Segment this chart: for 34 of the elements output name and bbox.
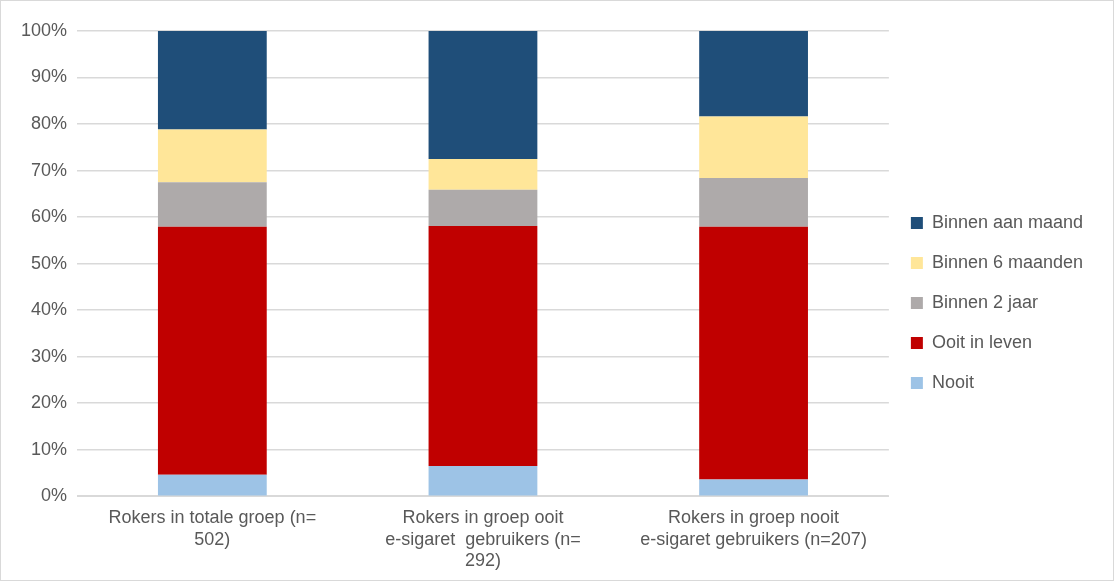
y-tick-label: 100%	[20, 19, 68, 40]
bar	[699, 116, 808, 178]
bar	[428, 158, 538, 190]
y-tick-label: 80%	[31, 113, 68, 134]
legend-label: Nooit	[931, 371, 974, 392]
x-tick-label: Rokers in groep nooit e-sigaret gebruikers (n=207)	[640, 506, 867, 549]
bar	[157, 129, 267, 183]
bar	[428, 225, 538, 466]
y-tick-label: 40%	[31, 299, 68, 320]
legend-label: Binnen 2 jaar	[931, 291, 1038, 312]
legend-label: Ooit in leven	[931, 331, 1032, 352]
y-tick-label: 50%	[31, 252, 68, 273]
bar	[428, 31, 538, 159]
y-tick-label: 90%	[31, 66, 68, 87]
bar	[699, 226, 808, 480]
bar	[428, 465, 538, 496]
y-tick-label: 0%	[41, 485, 68, 506]
bar	[157, 474, 267, 496]
legend-label: Binnen 6 maanden	[931, 251, 1084, 272]
y-tick-label: 30%	[31, 345, 68, 366]
bar	[157, 31, 267, 130]
bar	[157, 226, 267, 475]
y-tick-label: 20%	[31, 392, 68, 413]
bar	[699, 31, 808, 117]
y-tick-label: 60%	[31, 206, 68, 227]
bar	[428, 189, 538, 226]
bar	[699, 178, 808, 227]
x-tick-label: Rokers in groep ooit e-sigaret gebruikers (n= 292)	[385, 506, 581, 571]
bar	[699, 479, 808, 496]
y-tick-label: 10%	[31, 438, 68, 459]
legend-label: Binnen aan maand	[931, 211, 1084, 232]
x-tick-label: Rokers in totale groep (n= 502)	[108, 506, 317, 549]
bar	[157, 182, 267, 227]
y-tick-label: 70%	[31, 159, 68, 180]
